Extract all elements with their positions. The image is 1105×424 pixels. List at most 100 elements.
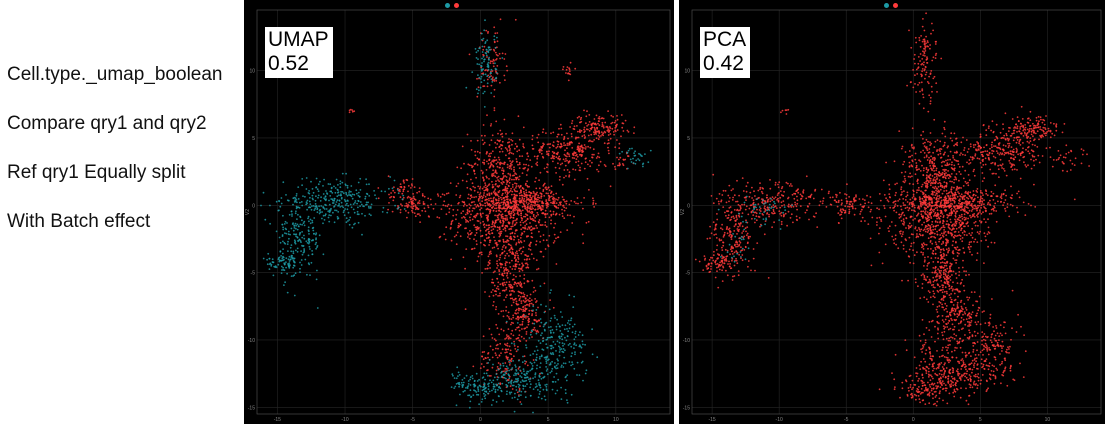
data-point [529,300,531,303]
data-point [959,198,961,201]
data-point [345,204,347,207]
data-point [506,272,509,275]
data-point [933,196,936,199]
data-point [541,212,544,215]
data-point [529,361,532,364]
caption-list: Cell.type._umap_boolean Compare qry1 and… [7,62,223,258]
data-point [553,151,556,154]
data-point [535,243,537,246]
data-point [490,200,493,202]
data-point [899,215,902,218]
data-point [365,178,367,181]
data-point [506,390,508,393]
data-point [583,167,586,170]
data-point [448,211,451,214]
data-point [500,214,502,216]
data-point [577,149,580,152]
data-point [546,201,549,204]
data-point [570,345,573,348]
data-point [980,240,983,242]
data-point [564,144,567,147]
data-point [495,146,497,149]
data-point [520,228,523,231]
data-point [291,215,293,217]
data-point [903,224,905,226]
data-point [969,251,971,253]
data-point [262,257,265,260]
data-point [482,143,485,146]
data-point [953,206,956,209]
data-point [537,213,539,216]
data-point [620,135,622,138]
data-point [504,225,507,227]
data-point [509,244,512,247]
data-point [494,67,497,70]
data-point [472,365,475,368]
data-point [293,224,296,227]
legend-swatch-qry2 [445,3,450,8]
data-point [909,261,911,264]
data-point [947,199,950,202]
data-point [523,293,526,296]
data-point [917,220,920,222]
data-point [549,329,552,332]
data-point [477,255,480,258]
data-point [576,146,579,149]
data-point [541,208,544,211]
data-point [499,57,501,60]
data-point [527,317,530,320]
data-point [926,184,928,187]
data-point [491,232,494,235]
data-point [551,150,554,153]
data-point [476,260,479,263]
data-point [347,204,350,207]
data-point [951,193,954,195]
data-point [462,205,465,207]
data-point [341,181,344,184]
data-point [547,358,550,361]
data-point [902,220,905,223]
data-point [504,370,506,372]
data-point [517,318,520,321]
data-point [499,256,501,259]
data-point [490,226,493,228]
data-point [942,271,945,274]
data-point [1002,204,1004,207]
data-point [981,197,984,200]
data-point [534,289,537,292]
data-point [285,266,287,269]
data-point [558,167,561,170]
data-point [518,198,521,200]
data-point [505,377,507,380]
data-point [497,285,499,288]
data-point [558,213,561,216]
data-point [920,251,923,254]
data-point [557,162,559,165]
data-point [269,262,272,265]
data-point [560,366,563,368]
data-point [467,383,470,385]
data-point [524,362,527,365]
data-point [939,152,942,155]
data-point [513,193,516,196]
data-point [523,295,526,298]
data-point [502,310,505,312]
data-point [941,192,944,195]
data-point [301,204,304,207]
data-point [538,374,541,377]
data-point [491,81,494,83]
data-point [493,38,496,41]
data-point [546,338,548,341]
data-point [494,171,496,174]
data-point [521,209,524,212]
data-point [341,191,344,193]
data-point [947,247,950,250]
data-point [523,315,526,317]
data-point [559,347,561,349]
data-point [592,197,594,200]
data-point [508,255,510,257]
data-point [927,247,929,250]
data-point [484,189,487,192]
data-point [491,180,493,183]
data-point [422,203,425,206]
